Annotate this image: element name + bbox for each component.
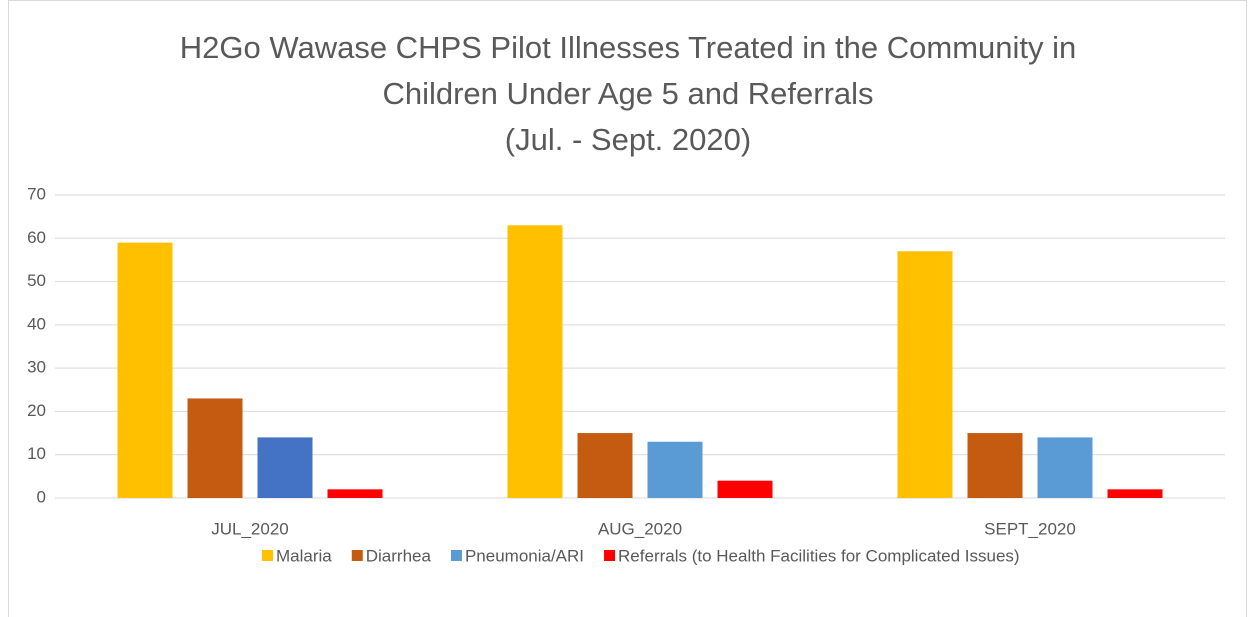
y-tick-label: 10 [27, 444, 46, 463]
x-tick-label: JUL_2020 [211, 519, 289, 538]
bar [327, 489, 383, 498]
legend-label: Diarrhea [366, 546, 432, 565]
y-tick-label: 50 [27, 271, 46, 290]
bar [257, 437, 313, 498]
y-tick-label: 20 [27, 401, 46, 420]
chart-title: Children Under Age 5 and Referrals [382, 76, 873, 111]
y-tick-label: 0 [37, 487, 46, 506]
bar [577, 433, 633, 498]
bar [967, 433, 1023, 498]
y-tick-label: 60 [27, 228, 46, 247]
legend-swatch [604, 550, 616, 561]
x-tick-label: AUG_2020 [598, 519, 682, 538]
chart-title: (Jul. - Sept. 2020) [505, 122, 751, 157]
y-tick-label: 30 [27, 358, 46, 377]
chart-title: H2Go Wawase CHPS Pilot Illnesses Treated… [180, 30, 1077, 65]
bar [1107, 489, 1163, 498]
legend-swatch [351, 550, 363, 561]
y-tick-label: 70 [27, 184, 46, 203]
bar [647, 441, 703, 498]
x-tick-label: SEPT_2020 [984, 519, 1076, 538]
legend-label: Pneumonia/ARI [465, 546, 584, 565]
legend-swatch [262, 550, 273, 561]
bar [897, 251, 953, 498]
legend-swatch [450, 550, 462, 561]
chart-border [8, 0, 1247, 617]
legend-label: Referrals (to Health Facilities for Comp… [618, 546, 1020, 565]
bar [117, 242, 173, 498]
y-tick-label: 40 [27, 314, 46, 333]
legend-label: Malaria [276, 546, 332, 565]
bar [507, 225, 563, 499]
bar [717, 480, 773, 498]
bar [1037, 437, 1093, 498]
bar [187, 398, 243, 498]
